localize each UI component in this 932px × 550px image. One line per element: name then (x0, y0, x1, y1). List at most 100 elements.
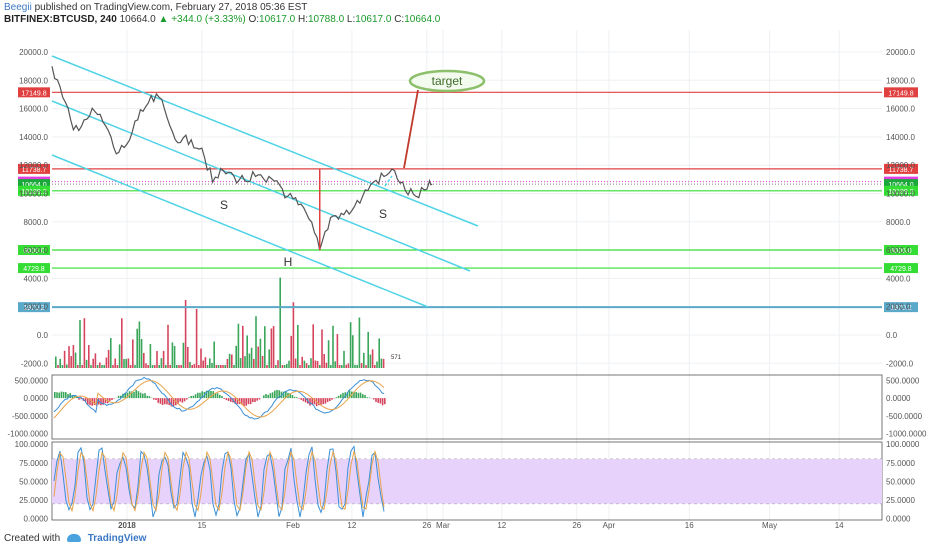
rsi-pane (53, 445, 385, 518)
macd-histogram-bar (381, 398, 384, 406)
macd-histogram-bar (225, 398, 228, 401)
volume-bar (158, 365, 160, 368)
macd-histogram-bar (362, 394, 364, 399)
volume-bar (222, 365, 224, 368)
macd-histogram-bar (269, 393, 272, 399)
macd-histogram-bar (311, 398, 313, 405)
volume-bar (94, 353, 97, 368)
macd-histogram-bar (183, 398, 186, 402)
level-badge-left (18, 179, 50, 190)
macd-histogram-bar (274, 390, 276, 399)
macd-histogram-bar (157, 398, 159, 403)
x-tick-label: 15 (197, 521, 206, 530)
rsi-tick-right-label: 25.0000 (886, 496, 915, 505)
macd-pane-border (51, 374, 883, 440)
volume-bar (305, 363, 308, 368)
y-tick-left-label: 6000.0 (24, 246, 49, 255)
target-ellipse (408, 69, 486, 93)
macd-histogram-bar (78, 398, 80, 400)
volume-bar (283, 365, 286, 368)
volume-bar (154, 365, 156, 368)
volume-bar (231, 354, 233, 368)
volume-bar (114, 358, 116, 368)
x-tick-label: Apr (603, 521, 616, 530)
macd-histogram-bar (373, 398, 375, 400)
volume-bar (145, 363, 147, 368)
channel-line (51, 55, 479, 227)
macd-histogram-bar (265, 394, 267, 399)
volume-bar (165, 365, 167, 368)
volume-bar (88, 345, 90, 368)
volume-bar (127, 358, 130, 368)
level-badge-right (884, 87, 918, 98)
volume-bar (55, 356, 57, 368)
macd-histogram-bar (76, 396, 78, 399)
volume-bar (299, 365, 301, 368)
macd-histogram-bar (89, 398, 91, 406)
volume-bar (330, 365, 332, 368)
macd-histogram-bar (120, 395, 122, 399)
level-badge-left (18, 163, 50, 174)
volume-bar (180, 365, 182, 368)
volume-bar (202, 360, 204, 368)
y-tick-right-label: 20000.0 (886, 48, 915, 57)
price-chart[interactable]: 571 17149.817149.811738.711738.710838.51… (0, 0, 932, 530)
macd-histogram-bar (124, 392, 126, 399)
macd-histogram-bar (267, 394, 269, 399)
macd-histogram-bar (245, 398, 247, 406)
volume-bar (253, 358, 255, 368)
y-tick-right-label: 4000.0 (886, 274, 911, 283)
tradingview-brand[interactable]: TradingView (87, 533, 147, 544)
level-badge-right (884, 163, 918, 174)
y-tick-right-label: -2000.0 (886, 359, 914, 368)
macd-histogram-bar (65, 392, 67, 399)
macd-histogram-bar (221, 396, 223, 399)
author-link[interactable]: Beegii (4, 2, 32, 13)
volume-bar (250, 347, 253, 368)
volume-bar (187, 347, 189, 368)
volume-bar (266, 365, 268, 368)
volume-bar (261, 355, 264, 368)
macd-histogram-bar (216, 393, 219, 399)
volume-bar (136, 328, 138, 368)
volume-bar (198, 365, 200, 368)
macd-histogram-bar (109, 398, 111, 401)
volume-bar (68, 346, 70, 368)
macd-histogram-bar (337, 395, 340, 399)
macd-histogram-bar (230, 398, 232, 402)
macd-histogram-bar (298, 398, 300, 399)
level-badge-right (884, 263, 918, 274)
volume-bar (264, 326, 266, 368)
volume-bar (323, 354, 325, 368)
macd-histogram-bar (234, 398, 236, 404)
macd-histogram-bar (329, 398, 331, 402)
level-badge-right (884, 179, 918, 190)
close-label: C: (394, 14, 405, 25)
target-arrow-line (403, 89, 419, 169)
volume-bar (149, 344, 152, 368)
rsi-tick-right-label: 0.0000 (886, 515, 911, 524)
macd-histogram-bar (384, 398, 386, 405)
volume-bar (259, 338, 262, 368)
macd-histogram-bar (344, 392, 346, 399)
grid (52, 30, 882, 520)
macd-histogram-bar (256, 398, 258, 401)
volume-bar (224, 365, 226, 368)
volume-bar (132, 339, 134, 368)
macd-histogram-bar (201, 391, 203, 399)
macd-histogram-bar (291, 394, 294, 399)
volume-bar (327, 340, 330, 368)
macd-histogram-bar (263, 395, 265, 399)
volume-bar (70, 356, 72, 368)
macd-tick-right-label: -500.0000 (886, 412, 923, 421)
level-label-left: 1970.2 (23, 305, 45, 312)
y-tick-right-label: 6000.0 (886, 246, 911, 255)
macd-histogram-bar (357, 392, 360, 399)
macd-histogram-bar (135, 389, 137, 399)
volume-bar (204, 357, 207, 368)
macd-histogram-bar (379, 398, 382, 404)
macd-histogram-bar (56, 392, 58, 399)
macd-histogram-bar (153, 398, 155, 400)
level-badge-left (18, 185, 50, 196)
volume-bar (367, 331, 369, 368)
